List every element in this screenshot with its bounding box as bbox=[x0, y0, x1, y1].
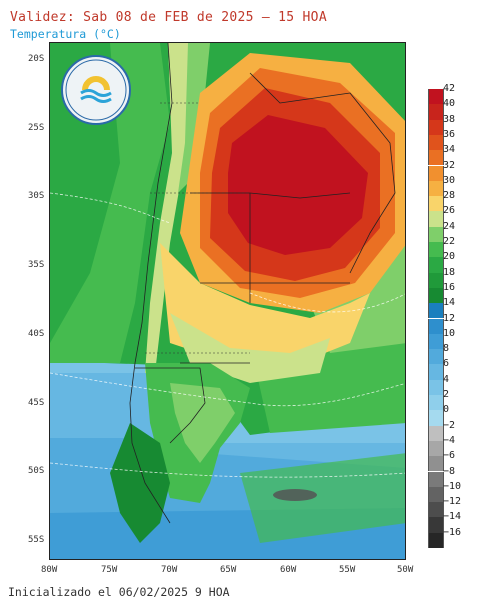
lon-label-75w: 75W bbox=[101, 565, 118, 575]
map-canvas bbox=[50, 43, 405, 559]
colorbar-label: 18 bbox=[443, 266, 456, 278]
colorbar-swatch bbox=[428, 119, 444, 135]
colorbar-label: −14 bbox=[443, 511, 462, 523]
colorbar-label: −2 bbox=[443, 419, 456, 431]
colorbar-swatch bbox=[428, 196, 444, 212]
colorbar-label: 6 bbox=[443, 358, 450, 370]
map-title: Validez: Sab 08 de FEB de 2025 — 15 HOA bbox=[10, 10, 327, 25]
lat-label-45s: 45S bbox=[28, 398, 45, 408]
colorbar-swatch bbox=[428, 134, 444, 151]
colorbar-swatch bbox=[428, 303, 444, 319]
colorbar-swatch bbox=[428, 104, 444, 120]
lon-label-60w: 60W bbox=[280, 565, 297, 575]
colorbar-label: 12 bbox=[443, 312, 456, 324]
colorbar-swatch bbox=[428, 211, 444, 227]
lon-label-65w: 65W bbox=[220, 565, 237, 575]
colorbar-label: −12 bbox=[443, 496, 462, 508]
colorbar-swatch bbox=[428, 89, 444, 105]
colorbar-swatch bbox=[428, 379, 444, 395]
lat-label-50s: 50S bbox=[28, 466, 45, 476]
temperature-colorbar bbox=[428, 89, 444, 548]
colorbar-swatch bbox=[428, 410, 444, 426]
lon-label-80w: 80W bbox=[41, 565, 58, 575]
temperature-map bbox=[49, 42, 406, 560]
lon-label-50w: 50W bbox=[397, 565, 414, 575]
colorbar-label: −6 bbox=[443, 450, 456, 462]
lat-label-30s: 30S bbox=[28, 191, 45, 201]
colorbar-swatch bbox=[428, 349, 444, 365]
smn-logo bbox=[61, 55, 131, 125]
colorbar-label: −8 bbox=[443, 465, 456, 477]
colorbar-label: 42 bbox=[443, 83, 456, 94]
colorbar-swatch bbox=[428, 287, 444, 304]
colorbar-swatch bbox=[428, 486, 444, 503]
colorbar-swatch bbox=[428, 456, 444, 472]
init-text: Inicializado el 06/02/2025 9 HOA bbox=[8, 585, 230, 599]
lat-label-20s: 20S bbox=[28, 54, 45, 64]
colorbar-label: 26 bbox=[443, 205, 456, 217]
colorbar-label: −10 bbox=[443, 480, 462, 492]
colorbar-label: 24 bbox=[443, 220, 456, 232]
colorbar-swatch bbox=[428, 242, 444, 258]
lat-label-35s: 35S bbox=[28, 260, 45, 270]
colorbar-swatch bbox=[428, 226, 444, 242]
colorbar-swatch bbox=[428, 150, 444, 166]
colorbar-swatch bbox=[428, 165, 444, 181]
colorbar-label: −4 bbox=[443, 434, 456, 446]
colorbar-swatch bbox=[428, 517, 444, 533]
colorbar-label: 4 bbox=[443, 373, 450, 385]
colorbar-label: 20 bbox=[443, 251, 456, 263]
colorbar-label: 28 bbox=[443, 190, 456, 202]
variable-subtitle: Temperatura (°C) bbox=[10, 27, 121, 41]
lat-label-55s: 55S bbox=[28, 535, 45, 545]
lat-label-40s: 40S bbox=[28, 329, 45, 339]
colorbar-label: −16 bbox=[443, 526, 462, 538]
colorbar-swatch bbox=[428, 532, 444, 548]
colorbar-label: 0 bbox=[443, 404, 450, 416]
colorbar-swatch bbox=[428, 395, 444, 411]
colorbar-label: 16 bbox=[443, 281, 456, 293]
colorbar-label: 32 bbox=[443, 159, 456, 171]
colorbar-swatch bbox=[428, 257, 444, 273]
lat-label-25s: 25S bbox=[28, 123, 45, 133]
colorbar-swatch bbox=[428, 440, 444, 457]
colorbar-swatch bbox=[428, 502, 444, 518]
colorbar-label: 8 bbox=[443, 343, 450, 355]
colorbar-label: 30 bbox=[443, 174, 456, 186]
colorbar-swatch bbox=[428, 471, 444, 487]
colorbar-label: 34 bbox=[443, 144, 456, 156]
colorbar-label: 36 bbox=[443, 128, 456, 140]
lon-label-70w: 70W bbox=[161, 565, 178, 575]
colorbar-label: 10 bbox=[443, 327, 456, 339]
colorbar-swatch bbox=[428, 272, 444, 288]
lon-label-55w: 55W bbox=[339, 565, 356, 575]
colorbar-label: 38 bbox=[443, 113, 456, 125]
colorbar-swatch bbox=[428, 180, 444, 197]
colorbar-label: 2 bbox=[443, 389, 450, 400]
colorbar-swatch bbox=[428, 318, 444, 334]
colorbar-swatch bbox=[428, 425, 444, 441]
colorbar-label: 14 bbox=[443, 297, 456, 309]
colorbar-label: 22 bbox=[443, 236, 456, 247]
colorbar-label: 40 bbox=[443, 98, 456, 110]
colorbar-swatch bbox=[428, 364, 444, 380]
colorbar-swatch bbox=[428, 333, 444, 350]
